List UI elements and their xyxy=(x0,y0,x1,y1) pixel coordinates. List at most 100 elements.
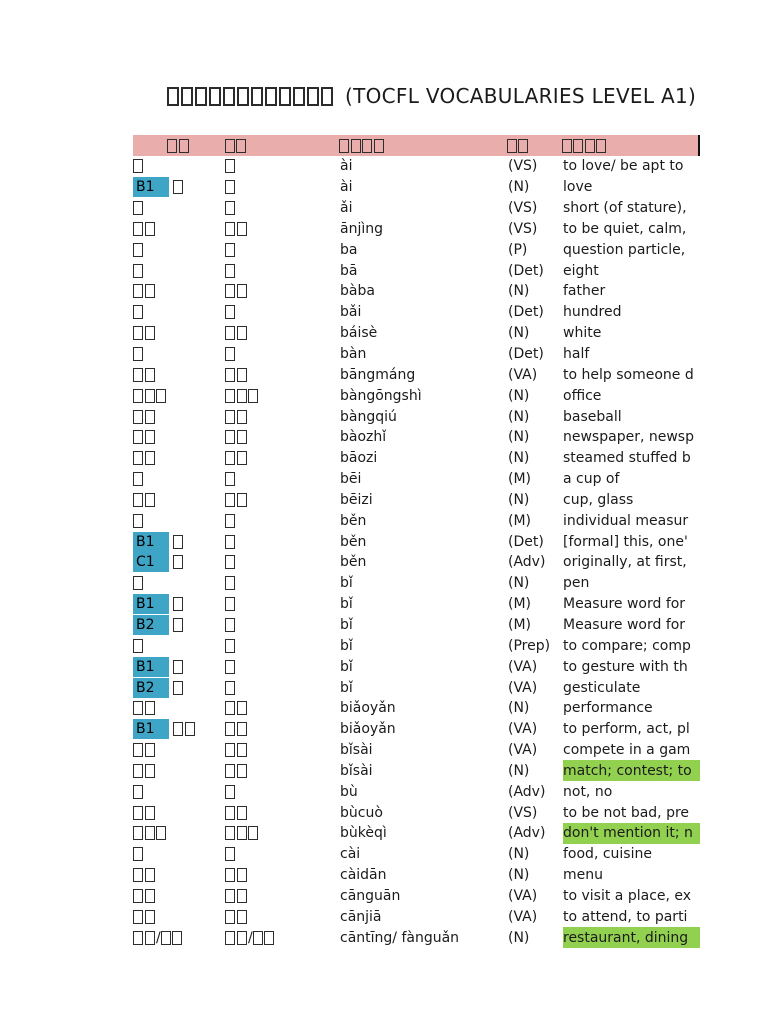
missing-glyph-box xyxy=(225,180,235,195)
missing-glyph-box xyxy=(133,451,143,466)
missing-glyph-box xyxy=(133,409,143,424)
cell-pinyin: bēi xyxy=(340,471,362,488)
missing-glyph-box xyxy=(184,722,195,737)
simplified-word-boxes xyxy=(225,367,248,382)
missing-glyph-box xyxy=(144,701,155,716)
cell-pinyin: ǎi xyxy=(340,200,353,217)
missing-glyph-box xyxy=(293,86,305,106)
missing-glyph-box xyxy=(236,388,247,403)
cell-pos: (Prep) xyxy=(508,637,551,654)
simplified-word-boxes xyxy=(225,201,237,216)
missing-glyph-box xyxy=(133,221,143,236)
cell-word xyxy=(133,219,225,240)
table-row: bēi (M) a cup of xyxy=(133,469,700,490)
traditional-word-boxes xyxy=(133,576,145,591)
cell-pos: (N) xyxy=(508,179,530,196)
cell-pos: (N) xyxy=(508,283,530,300)
missing-glyph-box xyxy=(133,576,143,591)
traditional-word-boxes xyxy=(133,701,156,716)
table-row: báisè (N) white xyxy=(133,323,700,344)
cell-english: to perform, act, pl xyxy=(563,721,690,738)
missing-glyph-box xyxy=(225,597,235,612)
missing-glyph-box xyxy=(133,326,143,341)
traditional-word-boxes xyxy=(173,680,185,695)
table-row: bùkèqì (Adv) don't mention it; n xyxy=(133,823,700,844)
missing-glyph-box xyxy=(225,305,235,320)
missing-glyph-box xyxy=(236,451,247,466)
missing-glyph-box xyxy=(225,409,235,424)
cell-pos: (M) xyxy=(508,471,532,488)
table-row: bùcuò (VS) to be not bad, pre xyxy=(133,802,700,823)
missing-glyph-box xyxy=(225,847,235,862)
cell-pinyin: cāntīng/ fànguǎn xyxy=(340,929,460,946)
cell-word xyxy=(133,281,225,302)
cell-english: originally, at first, xyxy=(563,554,687,571)
cell-pinyin: bàngōngshì xyxy=(340,387,422,404)
vocab-table: ài (VS) to love/ be apt to B1 ài (N) lov… xyxy=(133,135,700,949)
missing-glyph-box xyxy=(133,430,143,445)
simplified-word-boxes xyxy=(225,826,260,841)
traditional-word-boxes xyxy=(133,284,156,299)
header-english-cjk-boxes xyxy=(561,138,608,153)
cell-word xyxy=(133,239,225,260)
cell-simplified xyxy=(225,302,340,323)
cell-simplified xyxy=(225,364,340,385)
cell-pinyin: bēizi xyxy=(340,491,373,508)
missing-glyph-box xyxy=(144,930,155,945)
level-badge: B2 xyxy=(133,614,169,635)
cell-simplified xyxy=(225,594,340,615)
cell-word: B2 xyxy=(133,677,225,698)
table-row: B1 ài (N) love xyxy=(133,177,700,198)
missing-glyph-box xyxy=(144,805,155,820)
traditional-word-boxes xyxy=(173,180,185,195)
cell-pos: (N) xyxy=(508,575,530,592)
missing-glyph-box xyxy=(167,138,177,153)
simplified-word-boxes xyxy=(225,701,248,716)
missing-glyph-box xyxy=(133,472,143,487)
cell-pos: (VA) xyxy=(508,366,538,383)
cell-english: half xyxy=(563,346,590,363)
simplified-word-boxes xyxy=(225,534,237,549)
cell-pos: (VA) xyxy=(508,887,538,904)
cell-simplified xyxy=(225,802,340,823)
table-row: ǎi (VS) short (of stature), xyxy=(133,198,700,219)
cell-pos: (N) xyxy=(508,867,530,884)
cell-pos: (M) xyxy=(508,596,532,613)
cell-simplified xyxy=(225,781,340,802)
missing-glyph-box xyxy=(133,159,143,174)
cell-pos: (Det) xyxy=(508,533,544,550)
cell-simplified xyxy=(225,573,340,594)
missing-glyph-box xyxy=(362,138,373,153)
cell-simplified xyxy=(225,177,340,198)
table-row: bēizi (N) cup, glass xyxy=(133,490,700,511)
cell-simplified xyxy=(225,344,340,365)
cell-pinyin: càidān xyxy=(340,867,387,884)
cell-pos: (Adv) xyxy=(508,783,546,800)
cell-english: question particle, xyxy=(563,241,686,258)
cell-pos: (Det) xyxy=(508,346,544,363)
traditional-word-boxes xyxy=(133,388,168,403)
missing-glyph-box xyxy=(144,888,155,903)
traditional-word-boxes xyxy=(133,326,156,341)
missing-glyph-box xyxy=(133,263,143,278)
cell-english: to love/ be apt to xyxy=(563,158,684,175)
cell-pos: (Det) xyxy=(508,262,544,279)
missing-glyph-box xyxy=(236,138,247,153)
simplified-word-boxes xyxy=(225,430,248,445)
table-header-row xyxy=(133,135,700,156)
missing-glyph-box xyxy=(596,138,607,153)
traditional-word-boxes xyxy=(133,430,156,445)
simplified-word-boxes xyxy=(225,680,237,695)
missing-glyph-box xyxy=(225,930,235,945)
missing-glyph-box xyxy=(236,409,247,424)
cell-english: to help someone d xyxy=(563,366,694,383)
cell-pinyin: cài xyxy=(340,846,361,863)
missing-glyph-box xyxy=(133,763,143,778)
cell-english: match; contest; to xyxy=(563,760,700,782)
cell-simplified xyxy=(225,385,340,406)
table-row: B2 bǐ (VA) gesticulate xyxy=(133,677,700,698)
missing-glyph-box xyxy=(339,138,350,153)
simplified-word-boxes xyxy=(225,847,237,862)
cell-simplified xyxy=(225,260,340,281)
cell-word xyxy=(133,573,225,594)
